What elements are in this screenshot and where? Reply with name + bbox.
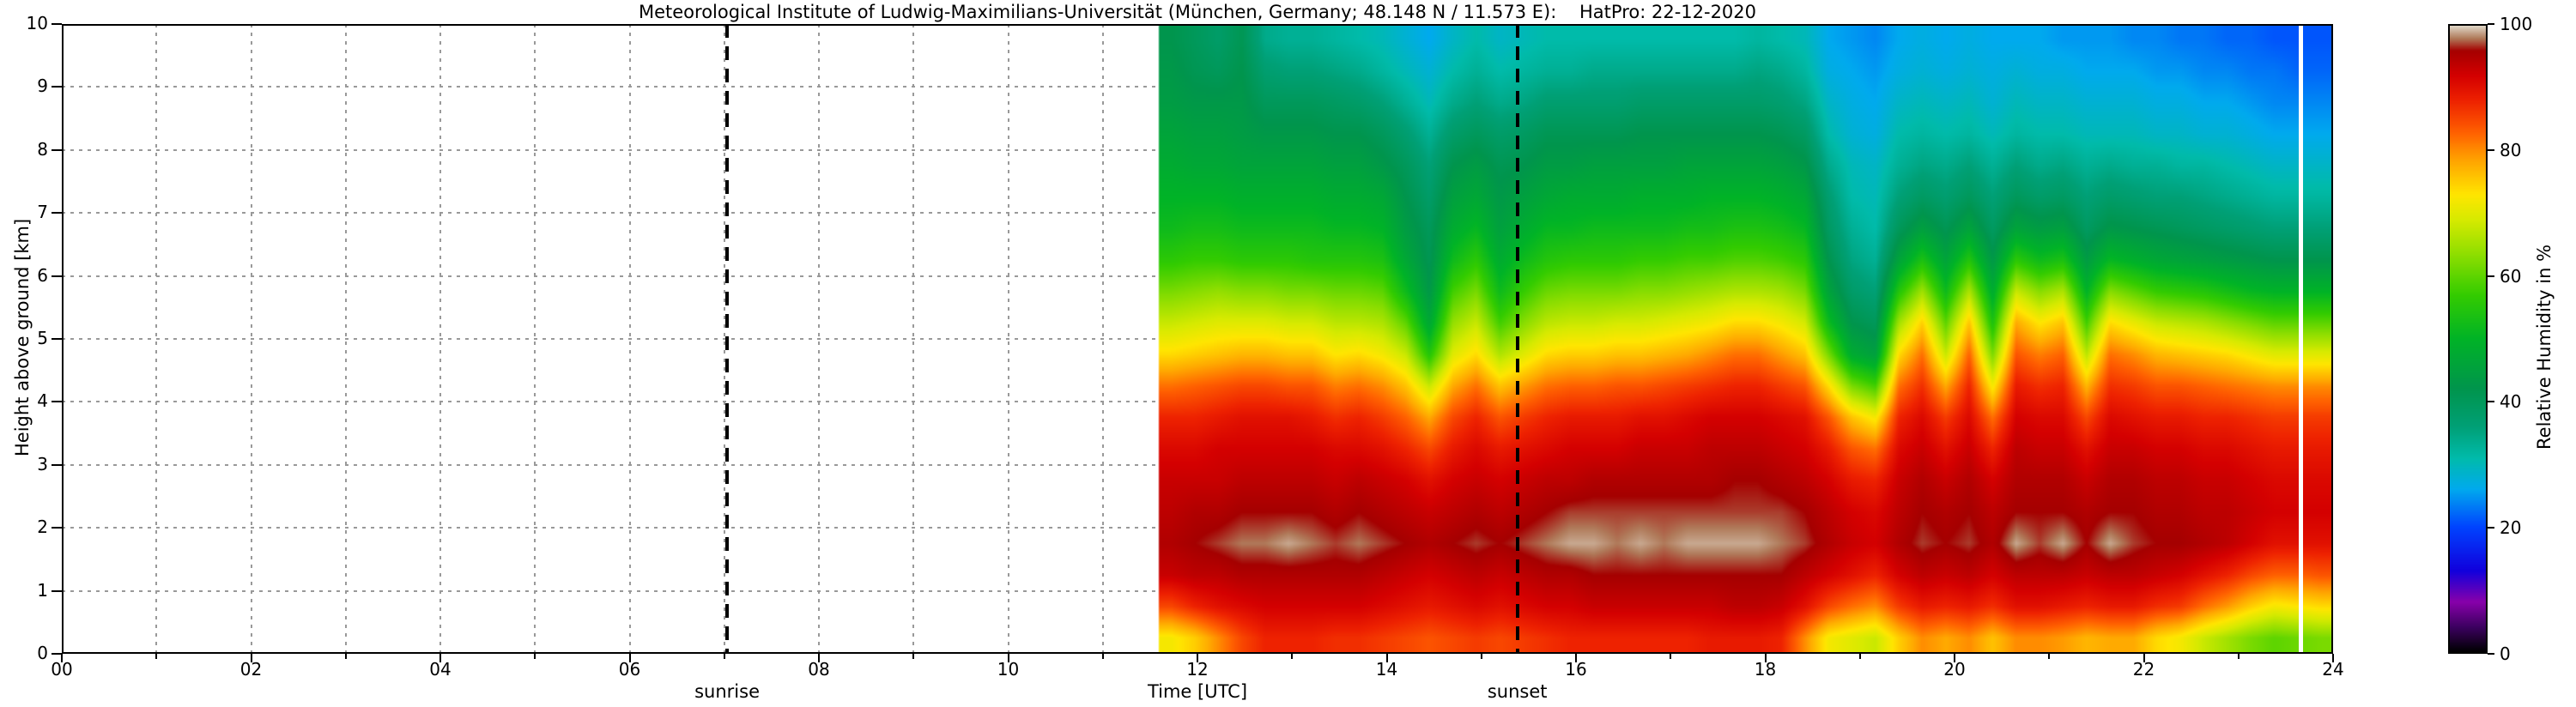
x-major-tick <box>250 654 252 662</box>
x-tick-label: 14 <box>1375 659 1398 680</box>
x-tick-label: 16 <box>1565 659 1587 680</box>
x-tick-label: 20 <box>1943 659 1966 680</box>
missing-data-stripe <box>2298 24 2304 654</box>
y-axis-label: Height above ground [km] <box>12 218 33 456</box>
colorbar-tick-label: 20 <box>2500 517 2522 539</box>
x-major-tick <box>1954 654 1955 662</box>
x-minor-tick <box>912 654 915 659</box>
colorbar <box>2448 24 2488 654</box>
colorbar-canvas <box>2450 26 2486 652</box>
colorbar-label: Relative Humidity in % <box>2534 244 2555 450</box>
x-axis-label: Time [UTC] <box>1147 681 1248 702</box>
colorbar-tick-label: 40 <box>2500 391 2522 413</box>
x-major-tick <box>1197 654 1198 662</box>
x-tick-label: 00 <box>51 659 73 680</box>
y-major-tick <box>52 527 62 529</box>
y-tick-label: 10 <box>26 13 48 33</box>
heatmap-canvas <box>62 24 2333 654</box>
y-tick-label: 0 <box>37 643 48 663</box>
colorbar-tick-label: 80 <box>2500 139 2522 160</box>
x-major-tick <box>818 654 820 662</box>
x-minor-tick <box>155 654 158 659</box>
x-tick-label: 18 <box>1754 659 1777 680</box>
plot-area <box>62 24 2333 654</box>
x-minor-tick <box>344 654 347 659</box>
y-major-tick <box>52 212 62 215</box>
y-major-tick <box>52 401 62 403</box>
x-tick-label: 12 <box>1186 659 1209 680</box>
x-tick-label: 24 <box>2322 659 2344 680</box>
x-tick-label: 22 <box>2132 659 2155 680</box>
y-tick-label: 8 <box>37 138 48 160</box>
x-minor-tick <box>1858 654 1861 659</box>
y-major-tick <box>52 23 62 25</box>
y-tick-label: 9 <box>37 76 48 97</box>
colorbar-tick <box>2488 23 2494 25</box>
sunset-line <box>1515 24 1519 654</box>
colorbar-tick <box>2488 148 2494 151</box>
y-major-tick <box>52 338 62 340</box>
x-major-tick <box>2332 654 2334 662</box>
colorbar-tick <box>2488 653 2494 655</box>
colorbar-tick <box>2488 401 2494 403</box>
x-major-tick <box>1575 654 1577 662</box>
y-tick-label: 1 <box>37 579 48 601</box>
colorbar-tick <box>2488 275 2494 277</box>
x-minor-tick <box>1291 654 1294 659</box>
colorbar-tick-label: 0 <box>2500 644 2511 664</box>
colorbar-tick <box>2488 527 2494 529</box>
x-major-tick <box>628 654 631 662</box>
x-minor-tick <box>1670 654 1672 659</box>
x-major-tick <box>439 654 441 662</box>
x-minor-tick <box>2048 654 2051 659</box>
sunrise-label: sunrise <box>694 681 760 702</box>
x-minor-tick <box>1480 654 1482 659</box>
y-major-tick <box>52 463 62 466</box>
x-major-tick <box>1764 654 1767 662</box>
x-major-tick <box>2143 654 2145 662</box>
x-tick-label: 10 <box>997 659 1020 680</box>
y-major-tick <box>52 589 62 592</box>
x-tick-label: 08 <box>808 659 830 680</box>
x-tick-label: 06 <box>618 659 641 680</box>
y-major-tick <box>52 275 62 277</box>
x-major-tick <box>61 654 63 662</box>
chart-title: Meteorological Institute of Ludwig-Maxim… <box>638 2 1757 22</box>
colorbar-tick-label: 100 <box>2500 14 2533 34</box>
y-major-tick <box>52 653 62 655</box>
y-major-tick <box>52 86 62 88</box>
sunrise-line <box>725 24 730 654</box>
x-minor-tick <box>1101 654 1104 659</box>
x-minor-tick <box>723 654 725 659</box>
y-major-tick <box>52 148 62 151</box>
x-major-tick <box>1385 654 1388 662</box>
x-tick-label: 02 <box>239 659 263 680</box>
y-tick-label: 2 <box>37 517 48 538</box>
sunset-label: sunset <box>1487 681 1548 702</box>
x-major-tick <box>1007 654 1009 662</box>
x-tick-label: 04 <box>429 659 452 680</box>
x-minor-tick <box>534 654 536 659</box>
colorbar-tick-label: 60 <box>2500 265 2522 287</box>
x-minor-tick <box>2237 654 2240 659</box>
y-tick-label: 3 <box>37 453 48 474</box>
